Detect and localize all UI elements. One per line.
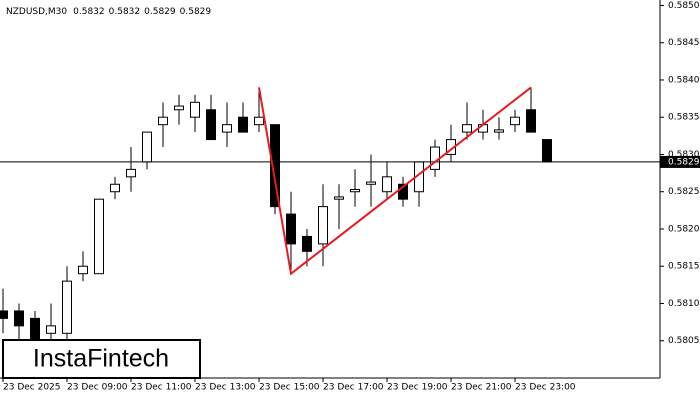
y-tick-label: 0.5805 xyxy=(668,336,700,346)
x-tick-label: 23 Dec 11:00 xyxy=(131,383,192,393)
y-tick-label: 0.5825 xyxy=(668,187,700,197)
y-tick-label: 0.5840 xyxy=(668,75,700,85)
x-tick-label: 23 Dec 21:00 xyxy=(451,383,512,393)
candle-body xyxy=(318,206,328,245)
header-close: 0.5829 xyxy=(180,7,212,17)
candle-body xyxy=(174,105,184,111)
candle-body xyxy=(78,265,88,275)
candle-body xyxy=(238,116,248,133)
candle-body xyxy=(542,139,552,163)
candle-body xyxy=(270,124,280,208)
candle-body xyxy=(462,124,472,133)
candle-body xyxy=(350,188,360,193)
x-tick-label: 23 Dec 19:00 xyxy=(387,383,448,393)
y-tick-label: 0.5850 xyxy=(668,1,700,11)
x-tick-label: 23 Dec 2025 xyxy=(3,383,61,393)
symbol: NZDUSD,M30 xyxy=(6,7,67,17)
y-tick-label: 0.5845 xyxy=(668,38,700,48)
last-price-box xyxy=(660,155,700,168)
candle-body xyxy=(382,176,392,193)
candle-body xyxy=(254,116,264,126)
candle-body xyxy=(302,235,312,252)
candle-body xyxy=(158,116,168,126)
candle-body xyxy=(334,196,344,200)
candle-body xyxy=(398,183,408,200)
candle-body xyxy=(222,124,232,133)
candle-body xyxy=(126,168,136,178)
candle-body xyxy=(30,317,40,342)
candle-body xyxy=(0,310,8,319)
last-price-label: 0.5829 xyxy=(668,157,700,167)
y-tick-label: 0.5830 xyxy=(668,150,700,160)
logo: InstaFintech xyxy=(33,345,169,373)
pattern-line xyxy=(258,86,532,276)
y-tick-label: 0.5835 xyxy=(668,113,700,123)
header-high: 0.5832 xyxy=(109,7,141,17)
candle-body xyxy=(62,280,72,334)
header-low: 0.5829 xyxy=(144,7,176,17)
candle-body xyxy=(110,183,120,193)
candle-body xyxy=(286,213,296,245)
logo-box xyxy=(2,339,201,379)
candle-body xyxy=(430,146,440,170)
candle-body xyxy=(14,310,24,327)
x-tick-label: 23 Dec 17:00 xyxy=(323,383,384,393)
y-tick-label: 0.5815 xyxy=(668,262,700,272)
x-tick-label: 23 Dec 23:00 xyxy=(515,383,576,393)
x-tick-label: 23 Dec 15:00 xyxy=(259,383,320,393)
x-tick-label: 23 Dec 09:00 xyxy=(67,383,128,393)
candle-body xyxy=(366,181,376,185)
header-open: 0.5832 xyxy=(73,7,105,17)
y-tick-label: 0.5820 xyxy=(668,224,700,234)
candle-body xyxy=(142,131,152,163)
candle-body xyxy=(510,116,520,126)
candle-body xyxy=(206,109,216,141)
candle-body xyxy=(190,101,200,118)
x-tick-label: 23 Dec 13:00 xyxy=(195,383,256,393)
y-tick-label: 0.5810 xyxy=(668,299,700,309)
candle-body xyxy=(526,109,536,133)
candle-body xyxy=(46,325,56,334)
header: NZDUSD,M30 0.5832 0.5832 0.5829 0.5829 xyxy=(6,7,211,17)
candle-body xyxy=(494,129,504,133)
plot-area xyxy=(0,86,660,356)
candle-body xyxy=(94,198,104,275)
